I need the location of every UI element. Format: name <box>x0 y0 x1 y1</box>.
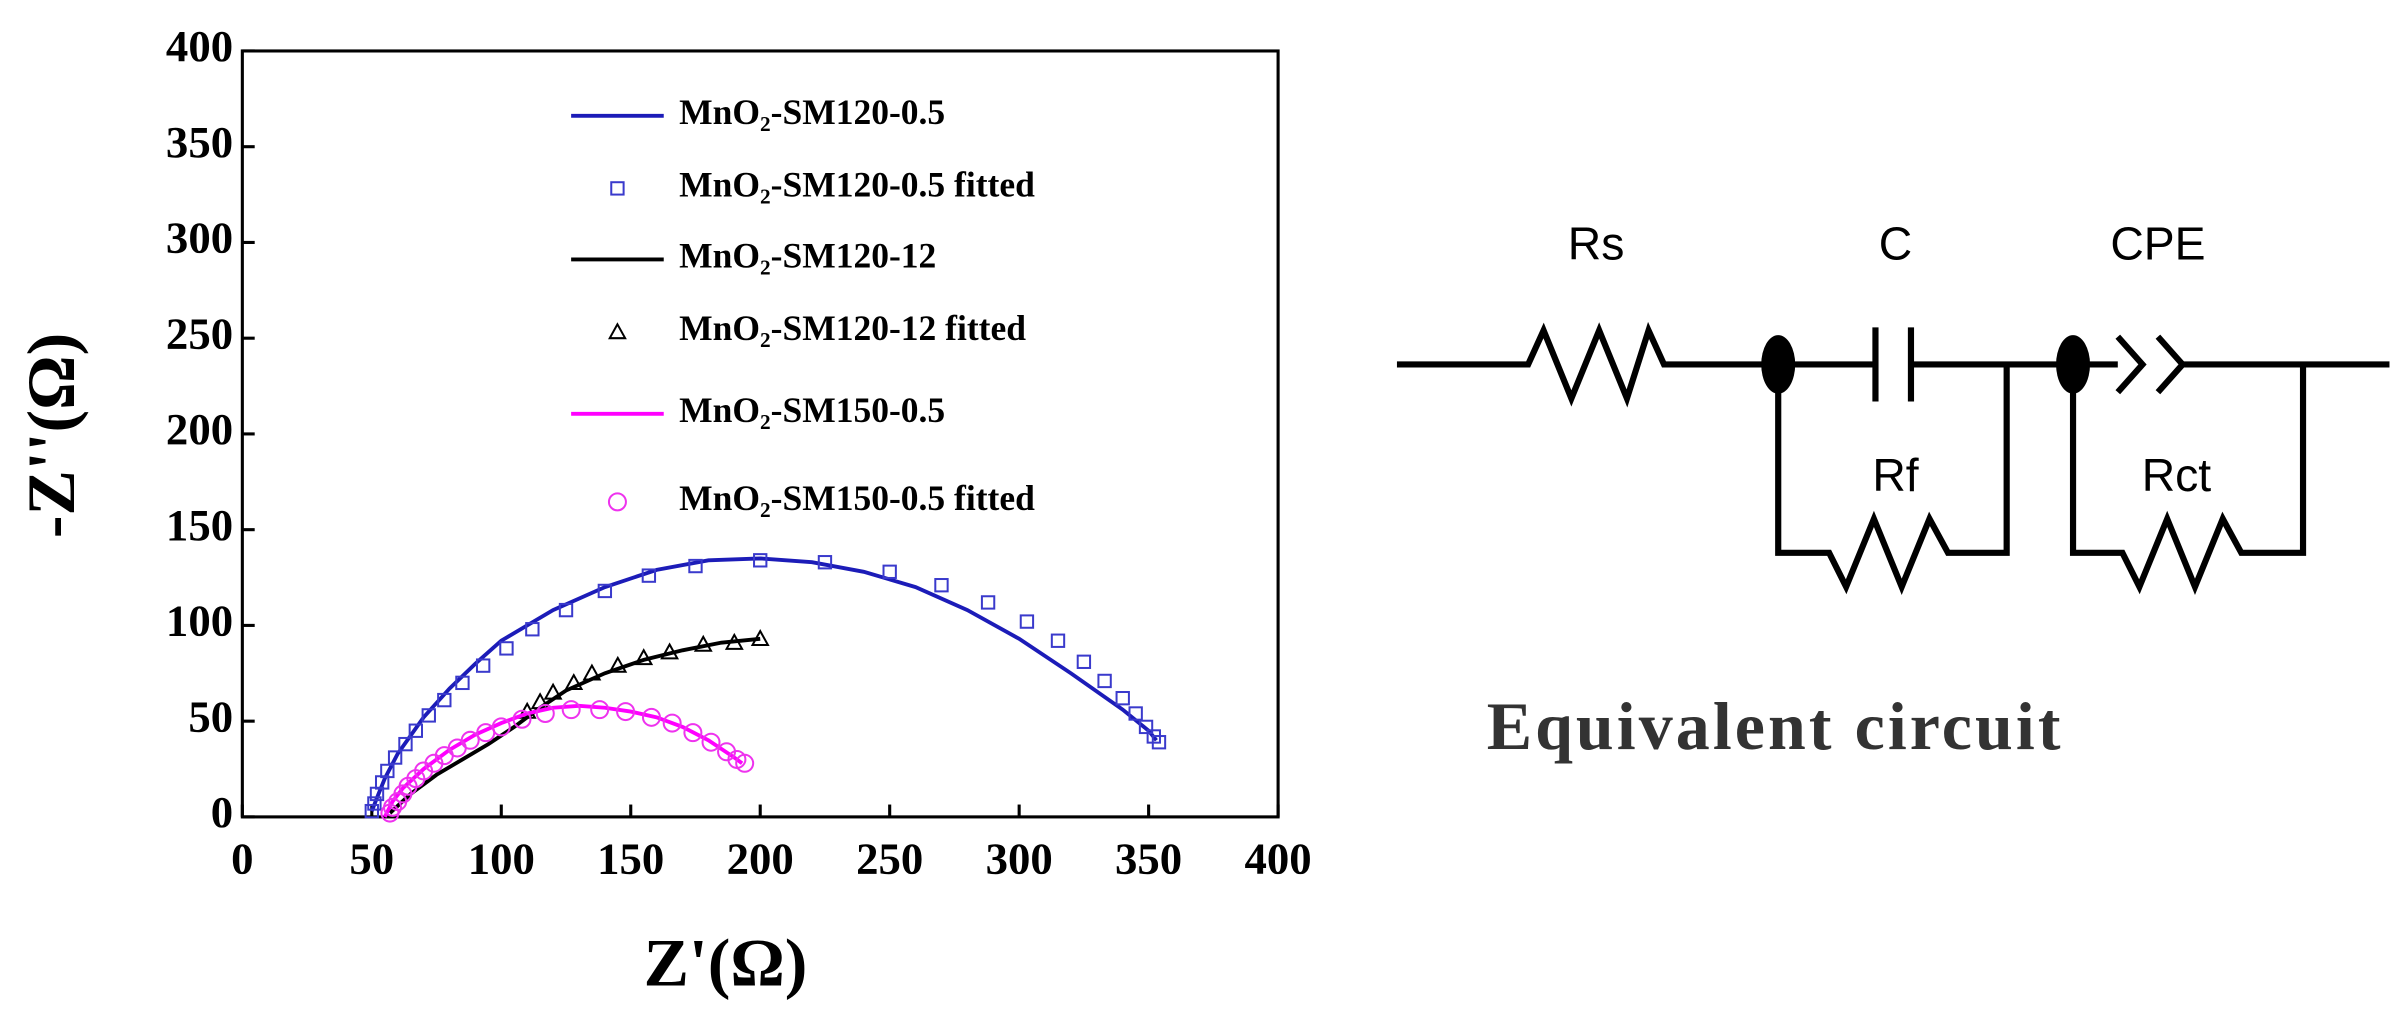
square-marker <box>475 658 491 673</box>
square-marker <box>364 803 379 819</box>
y-tick-label: 50 <box>188 691 233 741</box>
x-tick-label: 350 <box>1115 833 1182 883</box>
circle-marker <box>512 709 532 729</box>
triangle-marker <box>660 642 680 660</box>
x-tick-label: 0 <box>231 833 253 883</box>
circle-marker <box>641 707 661 727</box>
square-marker <box>882 564 897 579</box>
square-marker <box>753 553 768 568</box>
legend-marker <box>608 322 627 340</box>
y-tick-label: 300 <box>166 213 233 263</box>
y-tick-label: 100 <box>166 596 233 646</box>
triangle-marker <box>582 663 602 681</box>
square-marker <box>1076 654 1092 669</box>
square-marker <box>688 558 703 574</box>
wire-rs <box>1396 321 1876 408</box>
wire-rf <box>1775 364 2010 595</box>
series-line <box>388 636 761 815</box>
x-axis-title: Z'(Ω) <box>644 924 808 1000</box>
circle-marker <box>683 723 703 743</box>
legend-label: MnO₂-SM120-12 <box>679 236 936 276</box>
x-tick-label: 200 <box>727 833 794 883</box>
series-line <box>370 556 1158 812</box>
y-tick-label: 400 <box>166 21 233 71</box>
circle-marker <box>735 753 755 773</box>
cpe <box>2115 334 2147 395</box>
square-marker <box>380 763 395 779</box>
circle-marker <box>535 703 555 723</box>
triangle-marker <box>608 655 628 673</box>
triangle-marker <box>543 682 563 700</box>
square-marker <box>1050 633 1066 648</box>
triangle-marker <box>634 648 654 666</box>
component-label: Rct <box>2142 449 2212 501</box>
square-marker <box>437 692 452 708</box>
square-marker <box>455 675 470 691</box>
square-marker <box>1097 673 1112 689</box>
cpe <box>2155 334 2187 395</box>
square-marker <box>499 641 514 656</box>
circuit-caption: Equivalent circuit <box>1487 688 2064 764</box>
y-tick-label: 0 <box>211 787 233 837</box>
circle-marker <box>491 717 511 737</box>
circle-marker <box>590 700 610 720</box>
x-tick-label: 50 <box>349 833 394 883</box>
legend-marker <box>610 181 625 196</box>
wire-rct <box>2069 364 2307 595</box>
circle-marker <box>662 713 682 733</box>
square-marker <box>1138 719 1154 735</box>
node <box>2056 335 2091 394</box>
square-marker <box>387 750 403 765</box>
square-marker <box>1151 735 1167 750</box>
circle-marker <box>616 702 636 722</box>
component-label: Rs <box>1568 217 1625 269</box>
square-marker <box>980 595 996 610</box>
component-label: C <box>1879 217 1912 269</box>
square-marker <box>641 568 657 583</box>
component-label: Rf <box>1872 449 1918 501</box>
legend-label: MnO₂-SM120-0.5 fitted <box>679 165 1035 205</box>
y-tick-label: 350 <box>166 117 233 167</box>
triangle-marker <box>724 632 744 650</box>
y-tick-label: 150 <box>166 500 233 550</box>
square-marker <box>558 602 574 618</box>
circle-marker <box>460 730 480 750</box>
x-tick-label: 400 <box>1245 833 1312 883</box>
square-marker <box>1115 690 1130 706</box>
y-tick-label: 200 <box>166 404 233 454</box>
y-axis-title: -Z''(Ω) <box>13 333 89 538</box>
triangle-marker <box>530 692 550 710</box>
square-marker <box>398 736 413 752</box>
component-label: CPE <box>2110 217 2205 269</box>
legend-label: MnO₂-SM120-0.5 <box>679 92 945 132</box>
triangle-marker <box>693 634 713 652</box>
square-marker <box>1019 614 1035 629</box>
triangle-marker <box>564 673 584 691</box>
square-marker <box>934 578 949 593</box>
node <box>1761 335 1796 394</box>
y-tick-label: 250 <box>166 308 233 358</box>
x-tick-label: 150 <box>597 833 664 883</box>
legend-label: MnO₂-SM120-12 fitted <box>679 308 1026 348</box>
square-marker <box>817 555 833 570</box>
triangle-marker <box>750 629 770 646</box>
square-marker <box>597 583 613 599</box>
square-marker <box>421 708 436 723</box>
legend-label: MnO₂-SM150-0.5 <box>679 390 945 430</box>
circle-marker <box>383 797 403 817</box>
square-marker <box>367 796 382 811</box>
x-tick-label: 300 <box>986 833 1053 883</box>
x-tick-label: 250 <box>856 833 923 883</box>
square-marker <box>408 723 424 738</box>
legend-label: MnO₂-SM150-0.5 fitted <box>679 478 1035 518</box>
square-marker <box>1128 706 1143 721</box>
circle-marker <box>701 732 721 752</box>
legend-marker <box>607 492 627 512</box>
circle-marker <box>561 700 581 720</box>
square-marker <box>525 622 540 637</box>
x-tick-label: 100 <box>468 833 535 883</box>
